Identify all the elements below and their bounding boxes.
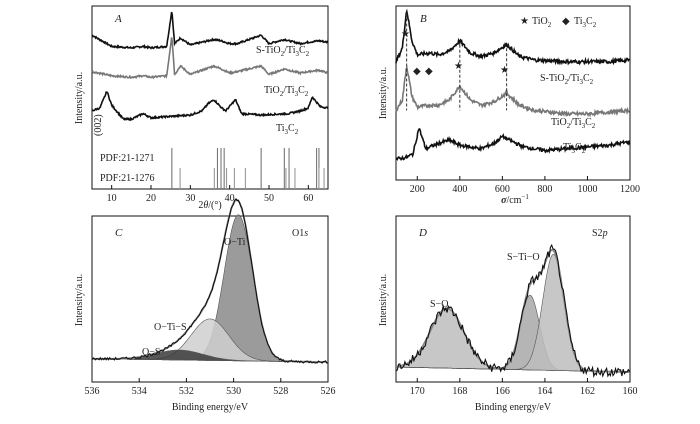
panel-a: A 10 20 30 40 50 60 2θ/(°) Intensity/a.u. S-T… [74,5,329,211]
panel-b-marker-diamond-2: ◆ [425,66,433,77]
panel-b-xtick-label-0: 200 [410,184,425,195]
panel-b-frame [395,5,631,181]
panel-b-series-0 [395,8,630,66]
panel-a-series-2 [91,91,329,122]
panel-c-xtick-label-1: 534 [132,386,147,397]
panel-d-raw-spectrum [395,243,631,379]
panel-b-xtick-label-4: 1000 [577,184,597,195]
panel-a-frame [91,5,329,190]
panel-a-label-tio2-ti3c2: TiO2/Ti3C2 [264,85,309,98]
panel-a-ref-label-2: PDF:21-1276 [100,173,154,184]
panel-a-ylabel: Intensity/a.u. [74,72,85,124]
panel-d-title: S2p [592,228,608,239]
panel-c-frame [91,215,329,383]
panel-a-xtick-label-4: 50 [264,193,274,204]
panel-c-component-1 [92,318,328,363]
panel-a-label-ti3c2: Ti3C2 [276,123,299,136]
panel-d-xtick-label-4: 162 [580,386,595,397]
panel-b-legend-ti3c2: Ti3C2 [574,16,597,29]
panel-b-marker-star-2: ★ [454,61,463,72]
panel-a-series-0 [91,11,329,50]
panel-a-xlabel: 2θ/(°) [198,200,221,211]
panel-c-title: O1s [292,228,308,239]
panel-d: D S2p 170 168 166 164 162 160 Binding energy/… [378,215,638,413]
panel-b-xticks: 200 400 600 800 1000 1200 [410,176,640,195]
panel-b-xtick-label-1: 400 [452,184,467,195]
panel-b-label-tio2-ti3c2: TiO2/Ti3C2 [551,117,596,130]
panel-c-annotation-o-s: O−S [142,347,160,358]
panel-c-ylabel: Intensity/a.u. [74,274,85,326]
panel-b-marker-star-3: ★ [500,65,509,76]
panel-a-xtick-label-0: 10 [107,193,117,204]
panel-b-marker-diamond-1: ◆ [413,66,421,77]
panel-c-xtick-label-2: 532 [179,386,194,397]
panel-c-xlabel: Binding energy/eV [172,402,249,413]
panel-b-xtick-label-3: 800 [537,184,552,195]
panel-b-label-ti3c2: Ti3C2 [563,142,586,155]
panel-d-annotation-s-o: S−O [430,299,448,310]
panel-c-annotation-o-ti-s: O−Ti−S [154,322,187,333]
panel-c-annotation-o-ti: O−Ti [224,237,246,248]
panel-d-plot [395,243,631,379]
panel-b-label-s-tio2-ti3c2: S-TiO2/Ti3C2 [540,73,594,86]
panel-c: C O1s 536 534 532 530 528 526 Binding energy/… [74,198,336,413]
panel-b-xlabel: σ/cm−1 [501,193,529,206]
panel-b-legend-star: ★ [520,16,529,27]
panel-d-annotation-s-ti-o: S−Ti−O [507,252,540,263]
panel-d-xtick-label-5: 160 [623,386,638,397]
panel-c-xtick-label-0: 536 [85,386,100,397]
panel-a-label: A [114,13,122,25]
panel-b-xtick-label-5: 1200 [620,184,640,195]
panel-b-series-1 [395,64,630,118]
panel-b-xtick-label-2: 600 [495,184,510,195]
panel-b-plot [395,8,631,161]
panel-c-xtick-label-4: 528 [273,386,288,397]
panel-a-plot [91,11,329,189]
panel-a-xtick-label-1: 20 [146,193,156,204]
panel-a-xticks: 10 20 30 40 50 60 [107,185,313,204]
panel-d-xtick-label-1: 168 [452,386,467,397]
panel-a-label-s-tio2-ti3c2: S-TiO2/Ti3C2 [256,45,310,58]
panel-b-legend-diamond: ◆ [562,16,570,27]
panel-d-label: D [418,227,427,239]
panel-b-ylabel: Intensity/a.u. [378,67,389,119]
panel-a-annotation-002: (002) [93,114,104,136]
panel-d-component-2 [396,253,630,373]
panel-a-xtick-label-2: 30 [185,193,195,204]
panel-d-ylabel: Intensity/a.u. [378,274,389,326]
panel-a-xtick-label-3: 40 [225,193,235,204]
panel-c-label: C [115,227,123,239]
panel-d-xticks: 170 168 166 164 162 160 [410,378,638,397]
panel-c-plot [91,198,329,364]
panel-a-series-1 [91,37,329,80]
panel-c-raw-spectrum [91,198,329,364]
panel-d-xlabel: Binding energy/eV [475,402,552,413]
panel-d-xtick-label-2: 166 [495,386,510,397]
panel-c-xtick-label-5: 526 [321,386,336,397]
panel-b-label: B [420,13,427,25]
panel-b-series-2 [395,128,631,161]
panel-d-frame [395,215,631,383]
panel-b: B 200 400 600 800 1000 1200 σ/cm−1 Intensity/… [378,5,640,206]
panel-c-xtick-label-3: 530 [226,386,241,397]
panel-b-legend-tio2: TiO2 [532,16,552,29]
panel-d-xtick-label-0: 170 [410,386,425,397]
panel-d-xtick-label-3: 164 [537,386,552,397]
panel-a-xtick-label-5: 60 [303,193,313,204]
panel-b-marker-star-1: ★ [401,29,410,40]
panel-a-ref-label-1: PDF:21-1271 [100,153,154,164]
panel-c-xticks: 536 534 532 530 528 526 [85,378,336,397]
